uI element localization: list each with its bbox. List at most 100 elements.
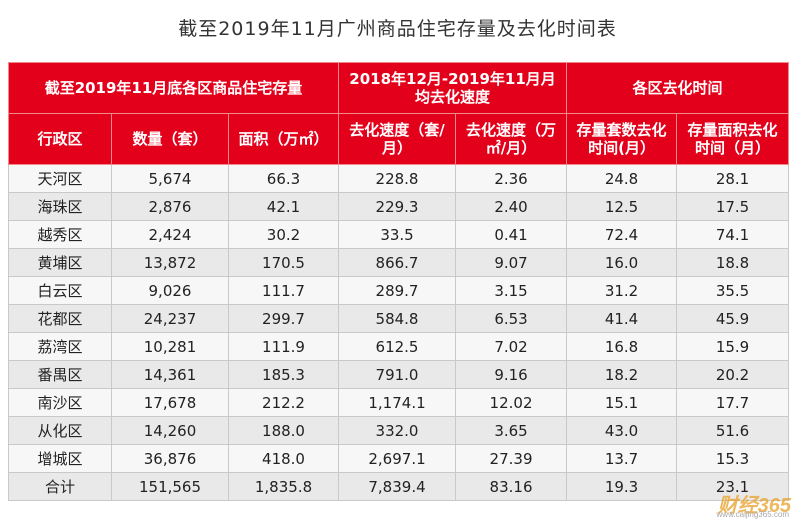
value-cell: 0.41 [455, 220, 568, 249]
value-cell: 9.16 [455, 360, 568, 389]
value-cell: 1,835.8 [227, 472, 340, 501]
header-column: 存量面积去化时间（月） [676, 113, 790, 165]
value-cell: 2.40 [455, 192, 568, 221]
value-cell: 45.9 [676, 304, 790, 333]
district-cell: 天河区 [8, 164, 112, 193]
district-cell: 荔湾区 [8, 332, 112, 361]
table-body: 天河区 5,674 66.3 228.8 2.36 24.8 28.1 海珠区 2,876 42.… [8, 164, 790, 501]
value-cell: 7,839.4 [338, 472, 457, 501]
value-cell: 30.2 [227, 220, 340, 249]
value-cell: 33.5 [338, 220, 457, 249]
value-cell: 16.8 [566, 332, 678, 361]
district-cell: 黄埔区 [8, 248, 112, 277]
district-cell: 花都区 [8, 304, 112, 333]
value-cell: 43.0 [566, 416, 678, 445]
value-cell: 3.65 [455, 416, 568, 445]
value-cell: 229.3 [338, 192, 457, 221]
value-cell: 10,281 [111, 332, 229, 361]
value-cell: 72.4 [566, 220, 678, 249]
table-row: 增城区 36,876 418.0 2,697.1 27.39 13.7 15.3 [8, 444, 790, 473]
value-cell: 2,876 [111, 192, 229, 221]
value-cell: 24,237 [111, 304, 229, 333]
value-cell: 66.3 [227, 164, 340, 193]
value-cell: 6.53 [455, 304, 568, 333]
value-cell: 28.1 [676, 164, 790, 193]
table-row: 荔湾区 10,281 111.9 612.5 7.02 16.8 15.9 [8, 332, 790, 361]
value-cell: 41.4 [566, 304, 678, 333]
header-column-label: 存量套数去化时间(月） [576, 121, 667, 157]
district-cell: 海珠区 [8, 192, 112, 221]
table-row: 番禺区 14,361 185.3 791.0 9.16 18.2 20.2 [8, 360, 790, 389]
header-column: 去化速度（万㎡/月） [455, 113, 568, 165]
district-cell: 番禺区 [8, 360, 112, 389]
value-cell: 188.0 [227, 416, 340, 445]
value-cell: 791.0 [338, 360, 457, 389]
value-cell: 15.3 [676, 444, 790, 473]
header-column-row: 行政区 数量（套） 面积（万㎡） 去化速度（套/月） 去化速度（万㎡/月） 存量… [8, 113, 790, 165]
value-cell: 13,872 [111, 248, 229, 277]
value-cell: 2,697.1 [338, 444, 457, 473]
value-cell: 866.7 [338, 248, 457, 277]
watermark-brand: 财经365 [717, 495, 791, 517]
value-cell: 24.8 [566, 164, 678, 193]
value-cell: 83.16 [455, 472, 568, 501]
value-cell: 42.1 [227, 192, 340, 221]
value-cell: 612.5 [338, 332, 457, 361]
header-column-label: 面积（万㎡） [238, 130, 329, 148]
value-cell: 20.2 [676, 360, 790, 389]
value-cell: 51.6 [676, 416, 790, 445]
value-cell: 15.9 [676, 332, 790, 361]
header-column-label: 行政区 [37, 130, 83, 148]
district-cell: 合计 [8, 472, 112, 501]
header-column-label: 数量（套） [132, 130, 208, 148]
value-cell: 7.02 [455, 332, 568, 361]
value-cell: 9,026 [111, 276, 229, 305]
value-cell: 111.9 [227, 332, 340, 361]
value-cell: 212.2 [227, 388, 340, 417]
district-cell: 越秀区 [8, 220, 112, 249]
value-cell: 14,260 [111, 416, 229, 445]
header-column-label: 去化速度（万㎡/月） [466, 121, 557, 157]
value-cell: 332.0 [338, 416, 457, 445]
value-cell: 16.0 [566, 248, 678, 277]
header-column: 存量套数去化时间(月） [566, 113, 678, 165]
value-cell: 74.1 [676, 220, 790, 249]
value-cell: 151,565 [111, 472, 229, 501]
watermark-url: www.caijing365.com [716, 510, 789, 519]
value-cell: 2,424 [111, 220, 229, 249]
table-title: 截至2019年11月广州商品住宅存量及去化时间表 [178, 18, 617, 40]
header-group-speed-label: 2018年12月-2019年11月月均去化速度 [349, 70, 556, 106]
header-column-label: 存量面积去化时间（月） [687, 121, 778, 157]
value-cell: 17.5 [676, 192, 790, 221]
table-row: 海珠区 2,876 42.1 229.3 2.40 12.5 17.5 [8, 192, 790, 221]
header-column: 面积（万㎡） [227, 113, 340, 165]
header-group-time: 各区去化时间 [566, 62, 790, 114]
table-row: 从化区 14,260 188.0 332.0 3.65 43.0 51.6 [8, 416, 790, 445]
header-column: 行政区 [8, 113, 112, 165]
table-row: 合计 151,565 1,835.8 7,839.4 83.16 19.3 23.1 [8, 472, 790, 501]
value-cell: 418.0 [227, 444, 340, 473]
value-cell: 170.5 [227, 248, 340, 277]
value-cell: 111.7 [227, 276, 340, 305]
value-cell: 15.1 [566, 388, 678, 417]
value-cell: 185.3 [227, 360, 340, 389]
table-row: 黄埔区 13,872 170.5 866.7 9.07 16.0 18.8 [8, 248, 790, 277]
value-cell: 18.2 [566, 360, 678, 389]
watermark: 财经365 www.caijing365.com [699, 489, 791, 519]
header-column-label: 去化速度（套/月） [349, 121, 445, 157]
value-cell: 289.7 [338, 276, 457, 305]
table-row: 南沙区 17,678 212.2 1,174.1 12.02 15.1 17.7 [8, 388, 790, 417]
table-row: 天河区 5,674 66.3 228.8 2.36 24.8 28.1 [8, 164, 790, 193]
value-cell: 3.15 [455, 276, 568, 305]
table-row: 白云区 9,026 111.7 289.7 3.15 31.2 35.5 [8, 276, 790, 305]
header-group-inventory: 截至2019年11月底各区商品住宅存量 [7, 62, 340, 114]
value-cell: 299.7 [227, 304, 340, 333]
table-row: 花都区 24,237 299.7 584.8 6.53 41.4 45.9 [8, 304, 790, 333]
inventory-table: 截至2019年11月底各区商品住宅存量 2018年12月-2019年11月月均去… [7, 62, 790, 501]
value-cell: 17,678 [111, 388, 229, 417]
value-cell: 17.7 [676, 388, 790, 417]
value-cell: 23.1 [676, 472, 790, 501]
value-cell: 18.8 [676, 248, 790, 277]
value-cell: 12.5 [566, 192, 678, 221]
district-cell: 增城区 [8, 444, 112, 473]
